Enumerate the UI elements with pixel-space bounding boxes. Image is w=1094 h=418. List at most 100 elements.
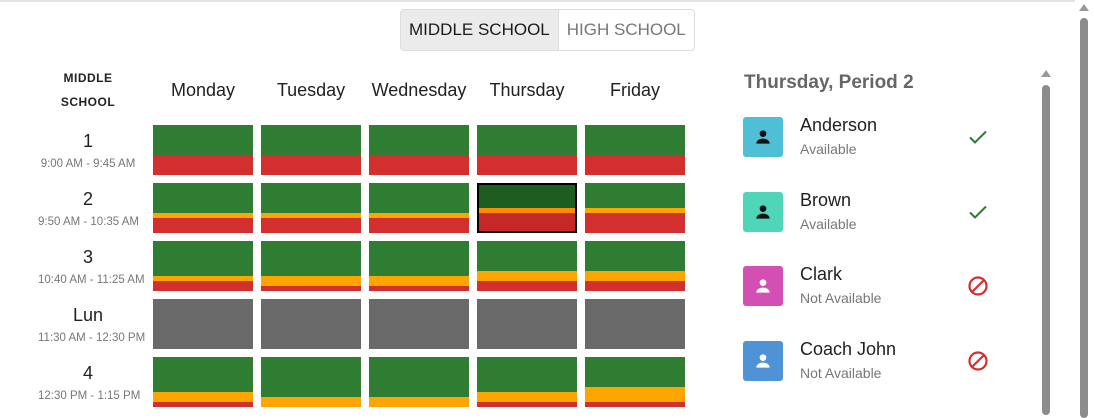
unavailable-segment	[153, 155, 253, 175]
period-number: 1	[82, 131, 93, 151]
person-icon	[756, 130, 770, 144]
schedule-cell-wednesday-4[interactable]	[369, 357, 469, 407]
schedule-cell-friday-4[interactable]	[585, 357, 685, 407]
panel-scroll-up-arrow[interactable]	[1041, 70, 1051, 77]
period-time: 11:30 AM - 12:30 PM	[38, 332, 146, 344]
period-number: 3	[82, 247, 93, 267]
period-label: 1 9:00 AM - 9:45 AM	[38, 131, 138, 172]
schedule-cell-wednesday-lun[interactable]	[369, 299, 469, 349]
partial-segment	[585, 208, 685, 213]
available-segment	[369, 357, 469, 397]
available-segment	[369, 183, 469, 213]
partial-segment	[585, 387, 685, 402]
partial-segment	[153, 213, 253, 218]
partial-segment	[153, 391, 253, 402]
teacher-avatar	[743, 192, 783, 232]
unavailable-segment	[585, 155, 685, 175]
period-number: Lun	[72, 305, 104, 325]
schedule-cell-tuesday-1[interactable]	[261, 125, 361, 175]
teacher-list-item[interactable]: Anderson Available	[743, 115, 1003, 157]
period-number: 2	[82, 189, 93, 209]
schedule-cell-thursday-2[interactable]	[477, 183, 577, 233]
top-divider	[0, 0, 1075, 2]
schedule-cell-wednesday-3[interactable]	[369, 241, 469, 291]
day-header-friday: Friday	[609, 80, 660, 100]
schedule-cell-thursday-1[interactable]	[477, 125, 577, 175]
corner-label-line: MIDDLE	[63, 71, 113, 85]
unavailable-segment	[261, 218, 361, 233]
corner-label-line: SCHOOL	[60, 95, 116, 109]
unavailable-segment	[369, 218, 469, 233]
schedule-cell-monday-2[interactable]	[153, 183, 253, 233]
day-header-monday: Monday	[170, 80, 236, 100]
schedule-cell-thursday-4[interactable]	[477, 357, 577, 407]
available-segment	[153, 183, 253, 213]
schedule-cell-tuesday-lun[interactable]	[261, 299, 361, 349]
panel-scrollbar[interactable]	[1042, 85, 1050, 415]
teacher-list-item[interactable]: Brown Available	[743, 190, 1003, 232]
unavailable-segment	[261, 285, 361, 291]
schedule-cell-monday-1[interactable]	[153, 125, 253, 175]
block-icon	[966, 349, 990, 373]
unavailable-segment	[585, 213, 685, 233]
schedule-cell-friday-3[interactable]	[585, 241, 685, 291]
unavailable-segment	[153, 401, 253, 407]
period-label: 3 10:40 AM - 11:25 AM	[38, 247, 145, 288]
schedule-cell-wednesday-1[interactable]	[369, 125, 469, 175]
available-segment	[585, 357, 685, 387]
high-school-button[interactable]: HIGH SCHOOL	[566, 20, 686, 39]
unavailable-segment	[261, 155, 361, 175]
unavailable-segment	[369, 155, 469, 175]
partial-segment	[153, 275, 253, 281]
unavailable-segment	[153, 218, 253, 233]
schedule-cell-friday-1[interactable]	[585, 125, 685, 175]
available-segment	[477, 357, 577, 392]
partial-segment	[477, 271, 577, 281]
middle-school-button[interactable]: MIDDLE SCHOOL	[401, 10, 559, 50]
schedule-cell-tuesday-2[interactable]	[261, 183, 361, 233]
partial-segment	[369, 213, 469, 218]
available-segment	[153, 357, 253, 392]
schedule-corner-label: MIDDLE SCHOOL	[38, 66, 138, 114]
teacher-list-item[interactable]: Coach John Not Available	[743, 339, 1003, 381]
schedule-cell-friday-lun[interactable]	[585, 299, 685, 349]
check-icon	[966, 125, 990, 149]
partial-segment	[369, 397, 469, 407]
unavailable-segment	[585, 402, 685, 407]
available-segment	[585, 241, 685, 271]
unavailable-segment	[479, 212, 575, 231]
schedule-cell-monday-lun[interactable]	[153, 299, 253, 349]
page-scrollbar[interactable]	[1080, 18, 1088, 418]
available-segment	[261, 183, 361, 213]
teacher-list-item[interactable]: Clark Not Available	[743, 264, 1003, 306]
teacher-avatar	[743, 266, 783, 306]
unavailable-segment	[477, 155, 577, 175]
partial-segment	[479, 208, 575, 213]
person-icon	[756, 354, 770, 368]
period-time: 10:40 AM - 11:25 AM	[38, 274, 145, 286]
schedule-cell-tuesday-4[interactable]	[261, 357, 361, 407]
partial-segment	[477, 391, 577, 402]
unavailable-segment	[585, 281, 685, 291]
teacher-avatar	[743, 341, 783, 381]
schedule-cell-thursday-3[interactable]	[477, 241, 577, 291]
page-scroll-up-arrow[interactable]	[1079, 4, 1089, 11]
available-segment	[261, 241, 361, 276]
schedule-cell-friday-2[interactable]	[585, 183, 685, 233]
school-toggle: MIDDLE SCHOOL HIGH SCHOOL	[400, 9, 695, 51]
day-header-tuesday: Tuesday	[276, 80, 346, 100]
person-icon	[756, 205, 770, 219]
period-label: 2 9:50 AM - 10:35 AM	[38, 189, 139, 230]
schedule-cell-thursday-lun[interactable]	[477, 299, 577, 349]
available-segment	[477, 125, 577, 155]
teacher-status: Available	[800, 216, 857, 232]
schedule-cell-monday-4[interactable]	[153, 357, 253, 407]
schedule-cell-tuesday-3[interactable]	[261, 241, 361, 291]
teacher-status: Available	[800, 141, 857, 157]
day-header-thursday: Thursday	[489, 80, 565, 100]
schedule-cell-wednesday-2[interactable]	[369, 183, 469, 233]
schedule-cell-monday-3[interactable]	[153, 241, 253, 291]
unavailable-segment	[153, 280, 253, 291]
period-label: 4 12:30 PM - 1:15 PM	[38, 363, 140, 404]
unavailable-segment	[477, 281, 577, 291]
